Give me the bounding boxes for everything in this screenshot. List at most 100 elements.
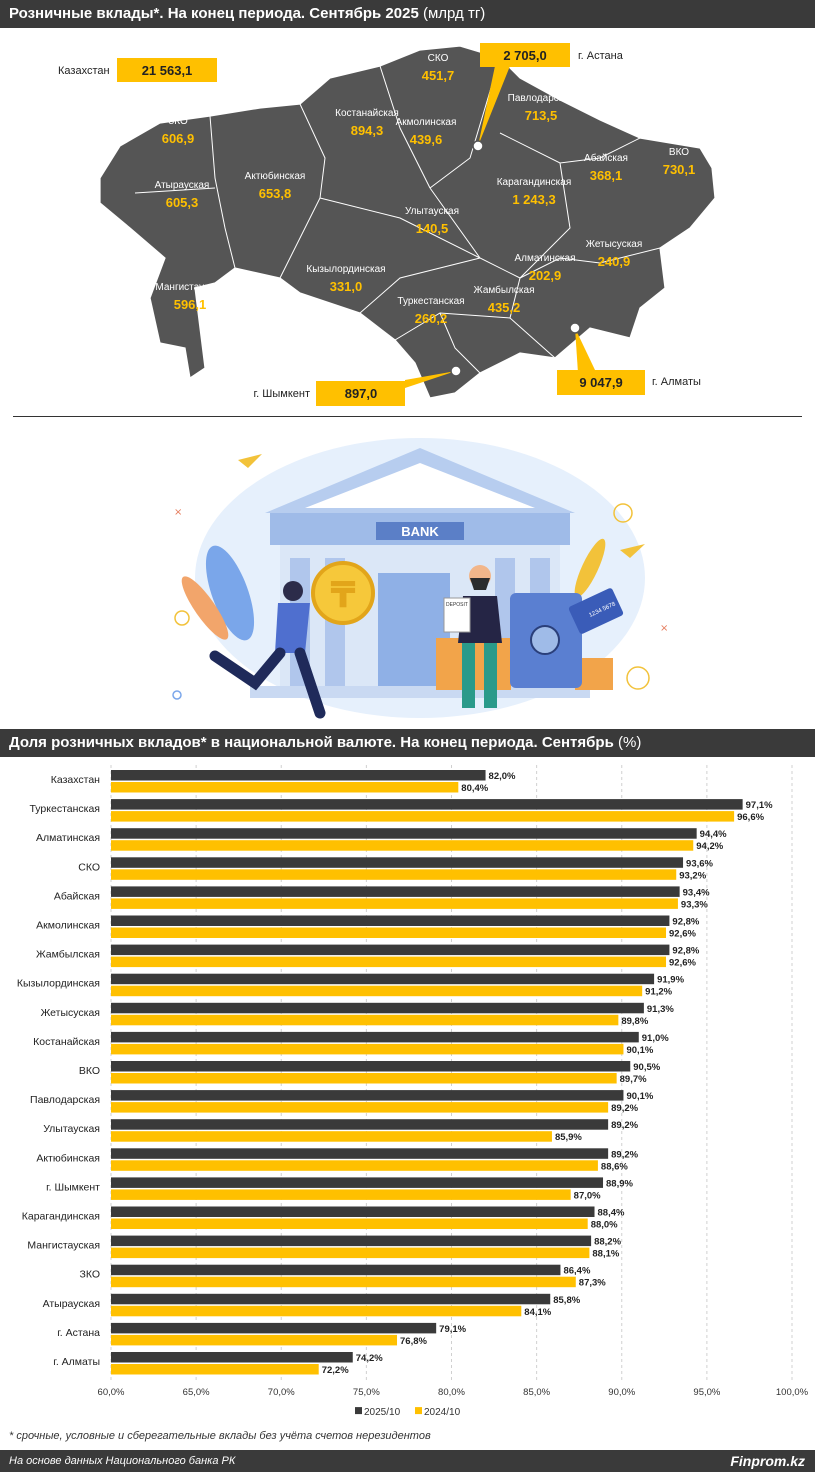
- bar-2024-10: [111, 1364, 319, 1375]
- bar-data-label: 87,3%: [579, 1278, 606, 1289]
- bar-data-label: 93,2%: [679, 870, 706, 881]
- map-section-header: Розничные вклады*. На конец периода. Сен…: [0, 0, 815, 28]
- section-divider: [13, 416, 802, 417]
- bar-2025-10: [111, 1264, 561, 1276]
- category-label: Мангистауская: [27, 1240, 100, 1252]
- bar-data-label: 88,6%: [601, 1161, 628, 1172]
- bar-data-label: 90,1%: [626, 1091, 653, 1102]
- bar-data-label: 97,1%: [746, 800, 773, 811]
- bar-2024-10: [111, 782, 459, 793]
- person-left-legs: [209, 647, 326, 719]
- national-value-box: [117, 58, 217, 82]
- bar-data-label: 82,0%: [489, 771, 516, 782]
- map-region-name: Акмолинская: [396, 117, 457, 128]
- paper-plane-icon: [620, 544, 645, 558]
- bar-2025-10: [111, 1235, 592, 1247]
- x-tick-label: 95,0%: [693, 1387, 720, 1398]
- chart-grid: [110, 765, 793, 1381]
- map-section-title: Розничные вклады*. На конец периода. Сен…: [9, 5, 419, 22]
- bar-data-label: 89,2%: [611, 1103, 638, 1114]
- map-region-value: 730,1: [663, 162, 696, 177]
- bar-2024-10: [111, 1189, 571, 1200]
- category-label: Алматинская: [36, 832, 100, 844]
- astana-callout-pointer: [478, 66, 510, 146]
- chart-section-unit: (%): [617, 734, 642, 751]
- map-region-value: 894,3: [351, 123, 384, 138]
- bar-2025-10: [111, 1293, 551, 1305]
- category-label: г. Астана: [57, 1327, 100, 1339]
- dollar-coin-icon: [613, 503, 633, 523]
- almaty-value-box: [557, 370, 645, 395]
- person-right-beard: [470, 578, 490, 590]
- bar-2025-10: [111, 1031, 639, 1043]
- chart-section-header: Доля розничных вкладов* в национальной в…: [0, 729, 815, 757]
- bar-data-label: 94,4%: [700, 829, 727, 840]
- bar-data-label: 93,4%: [683, 887, 710, 898]
- x-tick-label: 90,0%: [608, 1387, 635, 1398]
- leaf-left-orange: [181, 576, 229, 640]
- deposit-document: [443, 597, 471, 633]
- chart-bars: 82,0%80,4% 97,1%96,6% 94,4%94,2% 93,6%93,2%…: [111, 770, 773, 1376]
- bar-2025-10: [111, 1322, 437, 1334]
- tenge-coin-symbol: ₸: [330, 575, 355, 616]
- bar-data-label: 88,4%: [598, 1208, 625, 1219]
- category-label: Жетысуская: [41, 1007, 100, 1019]
- bar-2024-10: [111, 1305, 522, 1317]
- bar-data-label: 88,2%: [594, 1237, 621, 1248]
- bar-data-label: 89,2%: [611, 1149, 638, 1160]
- bar-2025-10: [111, 1061, 631, 1072]
- category-label: ВКО: [79, 1065, 100, 1077]
- bar-data-label: 86,4%: [563, 1266, 590, 1277]
- category-label: Казахстан: [51, 774, 100, 786]
- bar-data-label: 87,0%: [574, 1190, 601, 1201]
- bar-data-label: 76,8%: [400, 1336, 427, 1347]
- map-region-name: Кызылординская: [306, 264, 385, 275]
- bar-2024-10: [111, 1073, 617, 1084]
- chart-section-title: Доля розничных вкладов* в национальной в…: [9, 734, 614, 751]
- map-region-value: 653,8: [259, 186, 292, 201]
- bar-data-label: 85,8%: [553, 1295, 580, 1306]
- bar-2025-10: [111, 915, 670, 926]
- legend-swatch: [415, 1407, 422, 1415]
- map-region-value: 439,6: [410, 132, 443, 147]
- bar-2025-10: [111, 857, 684, 868]
- leaf-left: [205, 545, 255, 641]
- bar-data-label: 74,2%: [356, 1353, 383, 1364]
- map-region-value: 1 243,3: [512, 192, 555, 207]
- bar-2024-10: [111, 1276, 576, 1288]
- chart-category-labels: Казахстан Туркестанская Алматинская СКО Абай…: [17, 774, 100, 1368]
- map-region-value: 606,9: [162, 131, 195, 146]
- bar-2025-10: [111, 973, 655, 985]
- cross-decoration-icon: ×: [174, 507, 182, 518]
- footer-brand: Finprom.kz: [730, 1453, 805, 1469]
- bar-data-label: 89,7%: [620, 1074, 647, 1085]
- map-labels: СКО 451,7 Павлодарская 713,5 Костанайская 894…: [155, 53, 696, 326]
- category-label: Костанайская: [33, 1036, 100, 1048]
- bar-data-label: 72,2%: [322, 1365, 349, 1376]
- map-region-value: 451,7: [422, 68, 455, 83]
- shymkent-value-box: [316, 381, 405, 406]
- map-section-unit: (млрд тг): [422, 5, 486, 22]
- x-tick-label: 60,0%: [98, 1387, 125, 1398]
- category-label: г. Шымкент: [46, 1181, 100, 1193]
- national-label: Казахстан: [58, 65, 110, 77]
- shymkent-value: 897,0: [345, 386, 378, 401]
- map-region-name: Туркестанская: [397, 296, 464, 307]
- legend-label: 2024/10: [424, 1407, 461, 1418]
- x-tick-label: 70,0%: [268, 1387, 295, 1398]
- chart-x-ticks: 60,0% 65,0% 70,0% 75,0% 80,0% 85,0% 90,0% 95,0%…: [98, 1387, 809, 1398]
- dollar-coin-icon: [174, 610, 190, 626]
- bar-data-label: 96,6%: [737, 812, 764, 823]
- x-tick-label: 80,0%: [438, 1387, 465, 1398]
- person-left-body: [275, 603, 310, 653]
- map-region-value: 260,2: [415, 311, 448, 326]
- map-region-value: 596,1: [174, 297, 207, 312]
- almaty-label: г. Алматы: [652, 376, 701, 388]
- bar-2024-10: [111, 811, 735, 822]
- map-region-name: Атырауская: [155, 180, 210, 191]
- bank-illustration: BANK 1234 5678 ₸ DEPOSIT × ×: [172, 438, 668, 719]
- dollar-coin-icon: [626, 666, 650, 690]
- bar-2025-10: [111, 1002, 644, 1014]
- bar-2024-10: [111, 1334, 398, 1346]
- deposit-document-text: DEPOSIT: [446, 602, 468, 608]
